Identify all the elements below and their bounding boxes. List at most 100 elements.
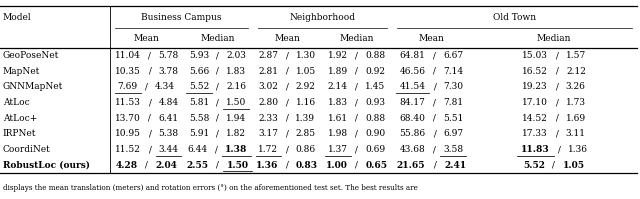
Text: 0.88: 0.88	[365, 114, 385, 123]
Text: /: /	[283, 51, 291, 60]
Text: 1.57: 1.57	[566, 51, 586, 60]
Text: 6.67: 6.67	[444, 51, 463, 60]
Text: /: /	[145, 114, 154, 123]
Text: 17.33: 17.33	[522, 130, 548, 139]
Text: /: /	[283, 161, 292, 170]
Text: 11.53: 11.53	[115, 98, 141, 107]
Text: /: /	[146, 145, 154, 154]
Text: 1.94: 1.94	[227, 114, 246, 123]
Text: /: /	[553, 67, 562, 76]
Text: 0.90: 0.90	[365, 130, 385, 139]
Text: 2.55: 2.55	[187, 161, 209, 170]
Text: /: /	[352, 98, 361, 107]
Text: 14.52: 14.52	[522, 114, 548, 123]
Text: 1.82: 1.82	[227, 130, 246, 139]
Text: Median: Median	[536, 34, 571, 43]
Text: /: /	[553, 130, 562, 139]
Text: 3.58: 3.58	[444, 145, 463, 154]
Text: 1.16: 1.16	[296, 98, 316, 107]
Text: 5.58: 5.58	[189, 114, 209, 123]
Text: /: /	[282, 67, 291, 76]
Text: 0.69: 0.69	[365, 145, 385, 154]
Text: /: /	[430, 114, 439, 123]
Text: 1.39: 1.39	[296, 114, 316, 123]
Text: MapNet: MapNet	[3, 67, 40, 76]
Text: /: /	[145, 98, 154, 107]
Text: Model: Model	[3, 13, 31, 22]
Text: /: /	[430, 51, 439, 60]
Text: 2.81: 2.81	[259, 67, 278, 76]
Text: 2.85: 2.85	[296, 130, 316, 139]
Text: /: /	[352, 51, 361, 60]
Text: 21.65: 21.65	[397, 161, 426, 170]
Text: /: /	[431, 130, 439, 139]
Text: 5.66: 5.66	[189, 67, 209, 76]
Text: /: /	[549, 161, 558, 170]
Text: Old Town: Old Town	[493, 13, 536, 22]
Text: /: /	[430, 145, 439, 154]
Text: 1.83: 1.83	[328, 98, 348, 107]
Text: /: /	[213, 114, 222, 123]
Text: 2.16: 2.16	[227, 82, 246, 91]
Text: 1.00: 1.00	[326, 161, 348, 170]
Text: 3.02: 3.02	[259, 82, 278, 91]
Text: 7.14: 7.14	[444, 67, 463, 76]
Text: 5.81: 5.81	[189, 98, 209, 107]
Text: /: /	[146, 67, 154, 76]
Text: 2.14: 2.14	[328, 82, 348, 91]
Text: 84.17: 84.17	[399, 98, 426, 107]
Text: 1.36: 1.36	[568, 145, 588, 154]
Text: 1.45: 1.45	[365, 82, 385, 91]
Text: 2.03: 2.03	[227, 51, 246, 60]
Text: 3.11: 3.11	[566, 130, 586, 139]
Text: 0.65: 0.65	[365, 161, 387, 170]
Text: /: /	[352, 114, 361, 123]
Text: 3.78: 3.78	[159, 67, 179, 76]
Text: /: /	[213, 98, 222, 107]
Text: 1.72: 1.72	[259, 145, 278, 154]
Text: 5.51: 5.51	[443, 114, 463, 123]
Text: 1.05: 1.05	[563, 161, 584, 170]
Text: /: /	[352, 145, 361, 154]
Text: 5.38: 5.38	[159, 130, 179, 139]
Text: 4.84: 4.84	[159, 98, 179, 107]
Text: 16.52: 16.52	[522, 67, 548, 76]
Text: 0.86: 0.86	[296, 145, 316, 154]
Text: GeoPoseNet: GeoPoseNet	[3, 51, 59, 60]
Text: 1.05: 1.05	[296, 67, 316, 76]
Text: Mean: Mean	[274, 34, 300, 43]
Text: 6.41: 6.41	[159, 114, 179, 123]
Text: /: /	[553, 98, 562, 107]
Text: 13.70: 13.70	[115, 114, 141, 123]
Text: 55.86: 55.86	[399, 130, 426, 139]
Text: 17.10: 17.10	[522, 98, 548, 107]
Text: 2.41: 2.41	[444, 161, 466, 170]
Text: 0.88: 0.88	[365, 51, 385, 60]
Text: 1.92: 1.92	[328, 51, 348, 60]
Text: 11.83: 11.83	[521, 145, 549, 154]
Text: 6.44: 6.44	[188, 145, 207, 154]
Text: 1.73: 1.73	[566, 98, 586, 107]
Text: 41.54: 41.54	[399, 82, 426, 91]
Text: 3.44: 3.44	[159, 145, 179, 154]
Text: 0.83: 0.83	[296, 161, 318, 170]
Text: /: /	[213, 51, 222, 60]
Text: 1.61: 1.61	[328, 114, 348, 123]
Text: 7.30: 7.30	[444, 82, 463, 91]
Text: 1.37: 1.37	[328, 145, 348, 154]
Text: /: /	[213, 82, 222, 91]
Text: /: /	[553, 51, 562, 60]
Text: Business Campus: Business Campus	[141, 13, 221, 22]
Text: Mean: Mean	[133, 34, 159, 43]
Text: Median: Median	[200, 34, 235, 43]
Text: 5.93: 5.93	[189, 51, 209, 60]
Text: 68.40: 68.40	[399, 114, 425, 123]
Text: /: /	[352, 161, 361, 170]
Text: AtLoc+: AtLoc+	[3, 114, 37, 123]
Text: 1.69: 1.69	[566, 114, 586, 123]
Text: IRPNet: IRPNet	[3, 130, 36, 139]
Text: Neighborhood: Neighborhood	[289, 13, 355, 22]
Text: /: /	[555, 145, 564, 154]
Text: /: /	[213, 130, 222, 139]
Text: 2.04: 2.04	[156, 161, 177, 170]
